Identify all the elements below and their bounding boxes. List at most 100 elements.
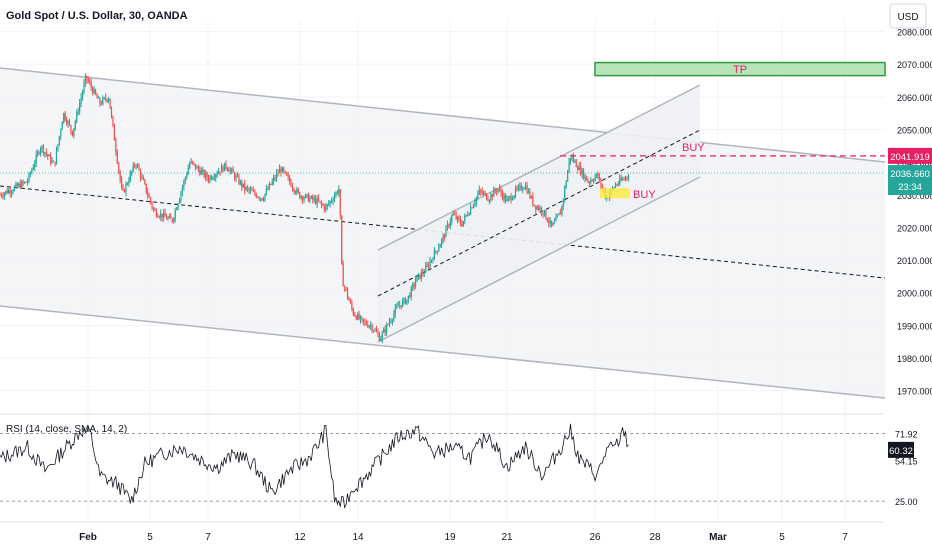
candle-body [145, 183, 147, 193]
candle-body [577, 167, 579, 170]
candle-body [461, 223, 463, 227]
candle-body [12, 190, 14, 192]
candle-body [404, 298, 407, 304]
candle-body [510, 196, 512, 201]
candle-body [168, 216, 171, 218]
candle-body [19, 183, 21, 189]
candle-body [516, 188, 518, 190]
candle-body [387, 324, 389, 326]
candle-body [216, 173, 218, 175]
candle-body [626, 176, 628, 178]
buy-level-value: 2041.919 [890, 152, 930, 163]
candle-body [384, 329, 386, 333]
trend-channels[interactable] [0, 67, 886, 399]
candle-body [226, 167, 228, 170]
chart-annotations[interactable]: TP BUY BUY [0, 61, 886, 202]
candle-body [394, 307, 396, 314]
candle-body [275, 173, 278, 179]
candle-body [397, 305, 399, 307]
candle-body [194, 163, 197, 169]
chart-title: Gold Spot / U.S. Dollar, 30, OANDA [6, 10, 188, 22]
candle-body [530, 196, 533, 198]
candle-body [299, 192, 301, 198]
candle-body [52, 161, 55, 162]
candle-body [283, 167, 285, 172]
candle-body [335, 192, 337, 196]
candle-body [375, 330, 378, 333]
candle-body [141, 176, 143, 178]
candle-body [136, 165, 139, 167]
candle-body [270, 183, 272, 185]
candle-body [565, 181, 567, 188]
ascending-channel-lower[interactable] [377, 176, 701, 343]
candle-body [225, 163, 227, 168]
ascending-channel-upper[interactable] [377, 84, 701, 251]
candle-body [45, 152, 47, 155]
candle-body [413, 284, 415, 287]
candle-body [381, 332, 383, 339]
candle-body [158, 216, 160, 218]
candle-body [581, 169, 583, 175]
candle-body [442, 235, 444, 240]
candle-body [590, 180, 592, 183]
ascending-channel-median[interactable] [377, 129, 701, 297]
candle-body [302, 196, 304, 200]
candle-body [84, 75, 87, 84]
descending-channel-upper[interactable] [0, 67, 886, 163]
candle-body [545, 210, 547, 219]
candle-body [291, 186, 294, 189]
candle-body [582, 169, 585, 179]
candle-body [438, 247, 440, 252]
candle-body [575, 160, 577, 168]
candle-body [258, 197, 260, 199]
time-tick-label: Feb [79, 532, 97, 543]
tp-zone[interactable] [594, 61, 886, 77]
candle-body [9, 190, 11, 194]
candle-body [315, 198, 317, 204]
buy-label: BUY [682, 142, 705, 154]
candle-body [477, 194, 479, 198]
candle-body [487, 199, 489, 201]
candle-body [316, 198, 318, 204]
candle-body [247, 187, 249, 189]
candle-body [29, 173, 32, 174]
candle-body [436, 251, 438, 252]
candle-body [307, 194, 310, 202]
descending-channel-lower[interactable] [0, 305, 886, 399]
candle-body [358, 314, 360, 320]
candle-body [532, 196, 534, 205]
candle-body [464, 215, 466, 222]
candle-body [177, 203, 179, 209]
price-tick-label: 1980.000 [897, 354, 932, 364]
price-axis[interactable]: 2080.0002070.0002060.0002050.0002040.000… [888, 28, 932, 397]
candle-body [546, 218, 548, 222]
currency-button-frame[interactable] [889, 3, 927, 29]
candle-body [587, 180, 589, 183]
candle-body [448, 224, 450, 227]
candle-body [160, 213, 162, 217]
candle-body [400, 305, 402, 307]
time-axis[interactable]: Feb 5 7 12 14 19 21 26 28 Mar 5 7 [79, 532, 848, 543]
candle-body [26, 181, 29, 183]
candle-body [210, 176, 213, 180]
candle-body [37, 152, 39, 155]
candle-body [183, 180, 185, 188]
candle-body [262, 199, 265, 201]
candle-body [624, 176, 627, 180]
candle-body [264, 193, 266, 200]
candle-body [474, 202, 476, 205]
candle-body [149, 197, 152, 203]
candle-body [220, 166, 223, 173]
buy-zone-marker[interactable] [600, 188, 630, 199]
candle-body [569, 157, 572, 162]
candle-body [423, 272, 425, 274]
currency-button[interactable]: USD [897, 12, 918, 23]
candle-body [94, 89, 97, 95]
candle-body [306, 194, 308, 196]
candle-body [229, 169, 231, 172]
candle-body [274, 177, 276, 179]
candle-body [623, 179, 625, 180]
candle-body [77, 111, 79, 113]
